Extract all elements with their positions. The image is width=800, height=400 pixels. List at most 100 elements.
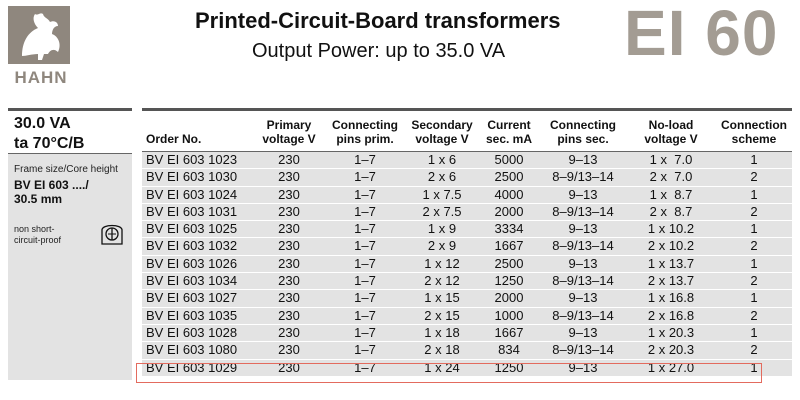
cell-primary-voltage: 230 [278,307,300,323]
cell-secondary-voltage: 1 x 12 [424,255,460,271]
table-row: BV EI 603 1031 230 1–7 2 x 7.5 2000 8–9/13–14… [142,203,792,222]
table-row: BV EI 603 1026 230 1–7 1 x 12 2500 9–13 1 x 13… [142,255,792,274]
cell-primary-voltage: 230 [278,238,300,254]
table-row: BV EI 603 1032 230 1–7 2 x 9 1667 8–9/13–14 2 … [142,238,792,256]
cell-connecting-pins-sec: 8–9/13–14 [552,169,614,185]
cell-connecting-pins-sec: 8–9/13–14 [552,307,614,323]
frame-size-label: Frame size/Core height [14,164,118,175]
highlighted-row-outline [136,363,762,383]
header-connecting-pins-sec: Connecting pins sec. [540,111,626,152]
logo-text: HAHN [14,68,68,87]
cell-connection-scheme: 1 [750,221,758,237]
cell-order-no: BV EI 603 1031 [146,203,238,219]
cell-connecting-pins-sec: 9–13 [568,186,598,202]
cell-no-load-voltage: 1 x 16.8 [647,290,695,306]
cell-secondary-voltage: 2 x 15 [424,307,460,323]
cell-connection-scheme: 1 [750,186,758,202]
cell-current: 2500 [494,255,524,271]
header-line1: Connection [721,117,787,132]
cell-primary-voltage: 230 [278,152,300,167]
cell-order-no: BV EI 603 1025 [146,221,238,237]
table-body: BV EI 603 1023 230 1–7 1 x 6 5000 9–13 1 x 7.0… [142,152,792,377]
cell-connecting-pins-sec: 8–9/13–14 [552,342,614,358]
table-row: BV EI 603 1027 230 1–7 1 x 15 2000 9–13 1 x 16… [142,290,792,308]
cell-connection-scheme: 1 [750,290,758,306]
frame-size-value: BV EI 603 ..../ 30.5 mm [14,178,89,206]
header-primary-voltage-label: Primary voltage V [262,118,315,146]
cell-secondary-voltage: 2 x 12 [424,273,460,289]
header-line1: Connecting [550,117,616,132]
cell-primary-voltage: 230 [278,290,300,306]
header-line2: sec. mA [485,131,533,146]
header-connecting-pins-prim-label: Connecting pins prim. [332,118,398,146]
cell-connecting-pins-prim: 1–7 [354,324,376,340]
frame-size-value-line2: 30.5 mm [14,192,63,206]
table-row: BV EI 603 1028 230 1–7 1 x 18 1667 9–13 1 x 20… [142,324,792,343]
cell-connecting-pins-sec: 9–13 [568,152,598,167]
header-line2: pins prim. [336,131,394,146]
cell-current: 4000 [494,186,524,202]
header-line2: scheme [731,131,777,146]
cell-order-no: BV EI 603 1023 [146,152,238,167]
cell-connecting-pins-prim: 1–7 [354,238,376,254]
header-primary-voltage: Primary voltage V [254,111,324,152]
cell-primary-voltage: 230 [278,273,300,289]
cell-primary-voltage: 230 [278,169,300,185]
table-row: BV EI 603 1023 230 1–7 1 x 6 5000 9–13 1 x 7.0… [142,152,792,170]
transformer-table: Order No. Primary voltage V Connecting pins … [142,108,792,377]
page-subtitle: Output Power: up to 35.0 VA [252,40,506,62]
cell-current: 2000 [494,290,524,306]
cell-current: 1667 [494,324,524,340]
cell-secondary-voltage: 1 x 7.5 [422,186,462,202]
cell-connecting-pins-sec: 8–9/13–14 [552,273,614,289]
cell-order-no: BV EI 603 1028 [146,324,238,340]
cell-current: 1667 [494,238,524,254]
hahn-logo: HAHN [8,6,74,87]
header-no-load-voltage: No-load voltage V [626,111,716,152]
cell-connecting-pins-prim: 1–7 [354,307,376,323]
spec-panel: 30.0 VA ta 70°C/B Frame size/Core height… [8,108,132,380]
cell-order-no: BV EI 603 1034 [146,273,238,289]
cell-current: 1250 [494,273,524,289]
cell-connecting-pins-prim: 1–7 [354,290,376,306]
cell-connecting-pins-sec: 8–9/13–14 [552,238,614,254]
rooster-icon [8,6,70,64]
cell-secondary-voltage: 1 x 18 [424,324,460,340]
power-rating: 30.0 VA [14,115,71,132]
cell-connecting-pins-sec: 9–13 [568,324,598,340]
cell-no-load-voltage: 1 x 20.3 [647,324,695,340]
header-line2: voltage V [415,131,469,146]
cell-connection-scheme: 1 [750,152,758,167]
cell-connecting-pins-sec: 8–9/13–14 [552,203,614,219]
cell-no-load-voltage: 2 x 16.8 [647,307,695,323]
frame-size-value-line1: BV EI 603 ..../ [14,178,89,192]
cell-secondary-voltage: 2 x 6 [427,169,457,185]
table-row: BV EI 603 1035 230 1–7 2 x 15 1000 8–9/13–14 2… [142,307,792,325]
cell-secondary-voltage: 2 x 9 [427,238,457,254]
cell-primary-voltage: 230 [278,186,300,202]
cell-connection-scheme: 2 [750,169,758,185]
cell-current: 2000 [494,203,524,219]
header-no-load-voltage-label: No-load voltage V [644,118,697,146]
cell-current: 834 [498,342,520,358]
cell-secondary-voltage: 2 x 7.5 [422,203,462,219]
header-connection-scheme: Connection scheme [716,111,792,152]
cell-connecting-pins-prim: 1–7 [354,169,376,185]
short-circuit-note-line2: circuit-proof [14,235,62,245]
header-secondary-voltage-label: Secondary voltage V [411,118,472,146]
short-circuit-note: non short- circuit-proof [14,224,61,246]
cell-connection-scheme: 2 [750,307,758,323]
cell-no-load-voltage: 2 x 8.7 [649,203,693,219]
header-line2: voltage V [644,131,698,146]
cell-connection-scheme: 2 [750,238,758,254]
cell-order-no: BV EI 603 1024 [146,186,238,202]
cell-connecting-pins-sec: 9–13 [568,290,598,306]
fuse-transformer-icon [98,220,126,248]
table-row: BV EI 603 1030 230 1–7 2 x 6 2500 8–9/13–14 2 … [142,169,792,187]
cell-primary-voltage: 230 [278,203,300,219]
cell-connecting-pins-sec: 9–13 [568,221,598,237]
cell-connection-scheme: 2 [750,203,758,219]
header-order-no: Order No. [142,111,258,152]
cell-connecting-pins-prim: 1–7 [354,152,376,167]
table-header-row: Order No. Primary voltage V Connecting pins … [142,108,792,152]
